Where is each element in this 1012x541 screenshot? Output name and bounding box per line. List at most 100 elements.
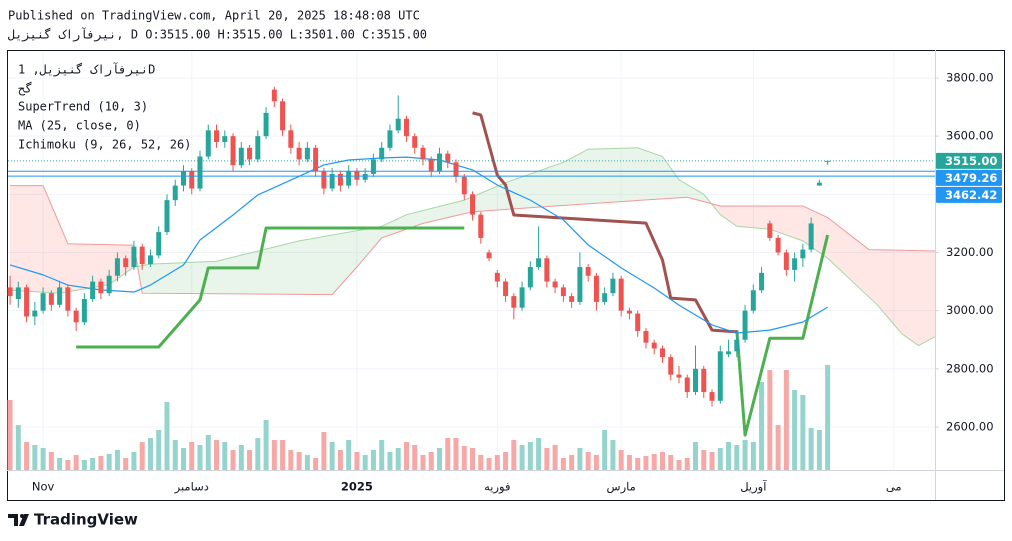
x-tick-label: دسامبر xyxy=(174,480,209,495)
legend-subtitle: گح xyxy=(18,82,32,96)
brand: TradingView xyxy=(8,511,138,529)
candle-body xyxy=(40,293,46,311)
cloud-fill xyxy=(136,147,710,295)
volume-bar xyxy=(337,450,343,470)
candle-body xyxy=(313,147,319,172)
candle-body xyxy=(412,136,418,148)
volume-bar xyxy=(65,460,71,470)
candle-body xyxy=(734,339,740,352)
volume-bar xyxy=(230,450,236,470)
volume-bar xyxy=(214,440,220,470)
legend-entry: SuperTrend (10, 3) xyxy=(18,100,148,114)
y-tick-label: 2800.00 xyxy=(946,361,994,375)
volume-bar xyxy=(767,370,773,470)
volume-bar xyxy=(527,442,533,470)
candle-body xyxy=(461,176,467,195)
candle-body xyxy=(470,194,476,215)
candle-body xyxy=(81,299,87,323)
price-label: 3515.00 xyxy=(945,154,997,168)
candle-body xyxy=(189,171,195,189)
volume-bar xyxy=(453,438,459,470)
candle-body xyxy=(403,118,409,137)
volume-bar xyxy=(114,450,120,470)
volume-bar xyxy=(808,428,814,470)
brand-logo xyxy=(8,514,29,526)
volume-bar xyxy=(709,452,715,470)
candle-body xyxy=(280,101,286,131)
candle-body xyxy=(701,368,707,393)
candle-body xyxy=(486,252,492,259)
candle-body xyxy=(767,223,773,238)
candle-body xyxy=(519,287,525,308)
volume-bar xyxy=(189,442,195,470)
candle-body xyxy=(65,287,71,311)
x-tick-label: آوریل xyxy=(740,480,767,495)
candle-body xyxy=(651,342,657,349)
cloud-span xyxy=(10,185,936,296)
volume-bar xyxy=(57,458,63,470)
x-tick-label: می xyxy=(886,480,902,494)
candle-body xyxy=(197,156,203,189)
volume-bar xyxy=(494,455,500,470)
volume-bar xyxy=(247,450,253,470)
volume-bar xyxy=(734,445,740,470)
candle-body xyxy=(783,252,789,270)
volume-bar xyxy=(783,370,789,470)
y-tick-label: 2600.00 xyxy=(946,419,994,433)
volume-bar xyxy=(511,440,517,470)
volume-bar xyxy=(255,438,261,470)
price-label: 3479.26 xyxy=(945,171,997,185)
candle-body xyxy=(296,147,302,160)
candle-body xyxy=(329,173,335,189)
candle-body xyxy=(659,348,665,358)
cloud-fill xyxy=(10,185,137,294)
candle-body xyxy=(536,258,542,268)
volume-bar xyxy=(684,458,690,470)
candle-body xyxy=(693,368,699,393)
volume-bar xyxy=(15,425,21,470)
x-tick-label: Nov xyxy=(32,480,55,494)
candle-body xyxy=(569,296,575,302)
volume-bar xyxy=(139,442,145,470)
candle-body xyxy=(73,310,79,323)
candle-body xyxy=(453,162,459,177)
candle-body xyxy=(131,246,137,268)
volume-bar xyxy=(106,454,112,470)
candle-body xyxy=(346,171,352,186)
volume-bar xyxy=(470,448,476,470)
volume-bar xyxy=(271,440,277,470)
legend-title: نیرفآراک گنیزیل, 1D xyxy=(18,62,155,78)
candles xyxy=(7,86,831,407)
candle-body xyxy=(544,258,550,282)
volume-bar xyxy=(560,458,566,470)
candle-body xyxy=(172,185,178,201)
volume-bar xyxy=(280,440,286,470)
candle-body xyxy=(222,136,228,142)
volume-bar xyxy=(24,442,30,470)
volume-bar xyxy=(750,442,756,470)
volume-bar xyxy=(569,455,575,470)
volume-bar xyxy=(7,400,13,470)
candle-body xyxy=(511,296,517,308)
volume-bar xyxy=(403,442,409,470)
volume-bar xyxy=(205,435,211,470)
volume-bar xyxy=(536,438,542,470)
volume-bar xyxy=(693,442,699,470)
volume-bar xyxy=(445,438,451,470)
volume-bar xyxy=(726,442,732,470)
volume-bar xyxy=(412,445,418,470)
volume-bar xyxy=(618,450,624,470)
indicator-line xyxy=(735,234,830,437)
candle-body xyxy=(387,130,393,148)
volume-bar xyxy=(792,390,798,470)
ichimoku-cloud xyxy=(10,147,936,347)
volume-bar xyxy=(593,455,599,470)
candle-body xyxy=(164,200,170,233)
candle-body xyxy=(420,147,426,160)
candle-body xyxy=(238,147,244,166)
candle-body xyxy=(593,275,599,302)
volume-bar xyxy=(395,448,401,470)
volume-bar xyxy=(48,452,54,470)
candle-body xyxy=(808,223,814,250)
volume-bar xyxy=(585,452,591,470)
